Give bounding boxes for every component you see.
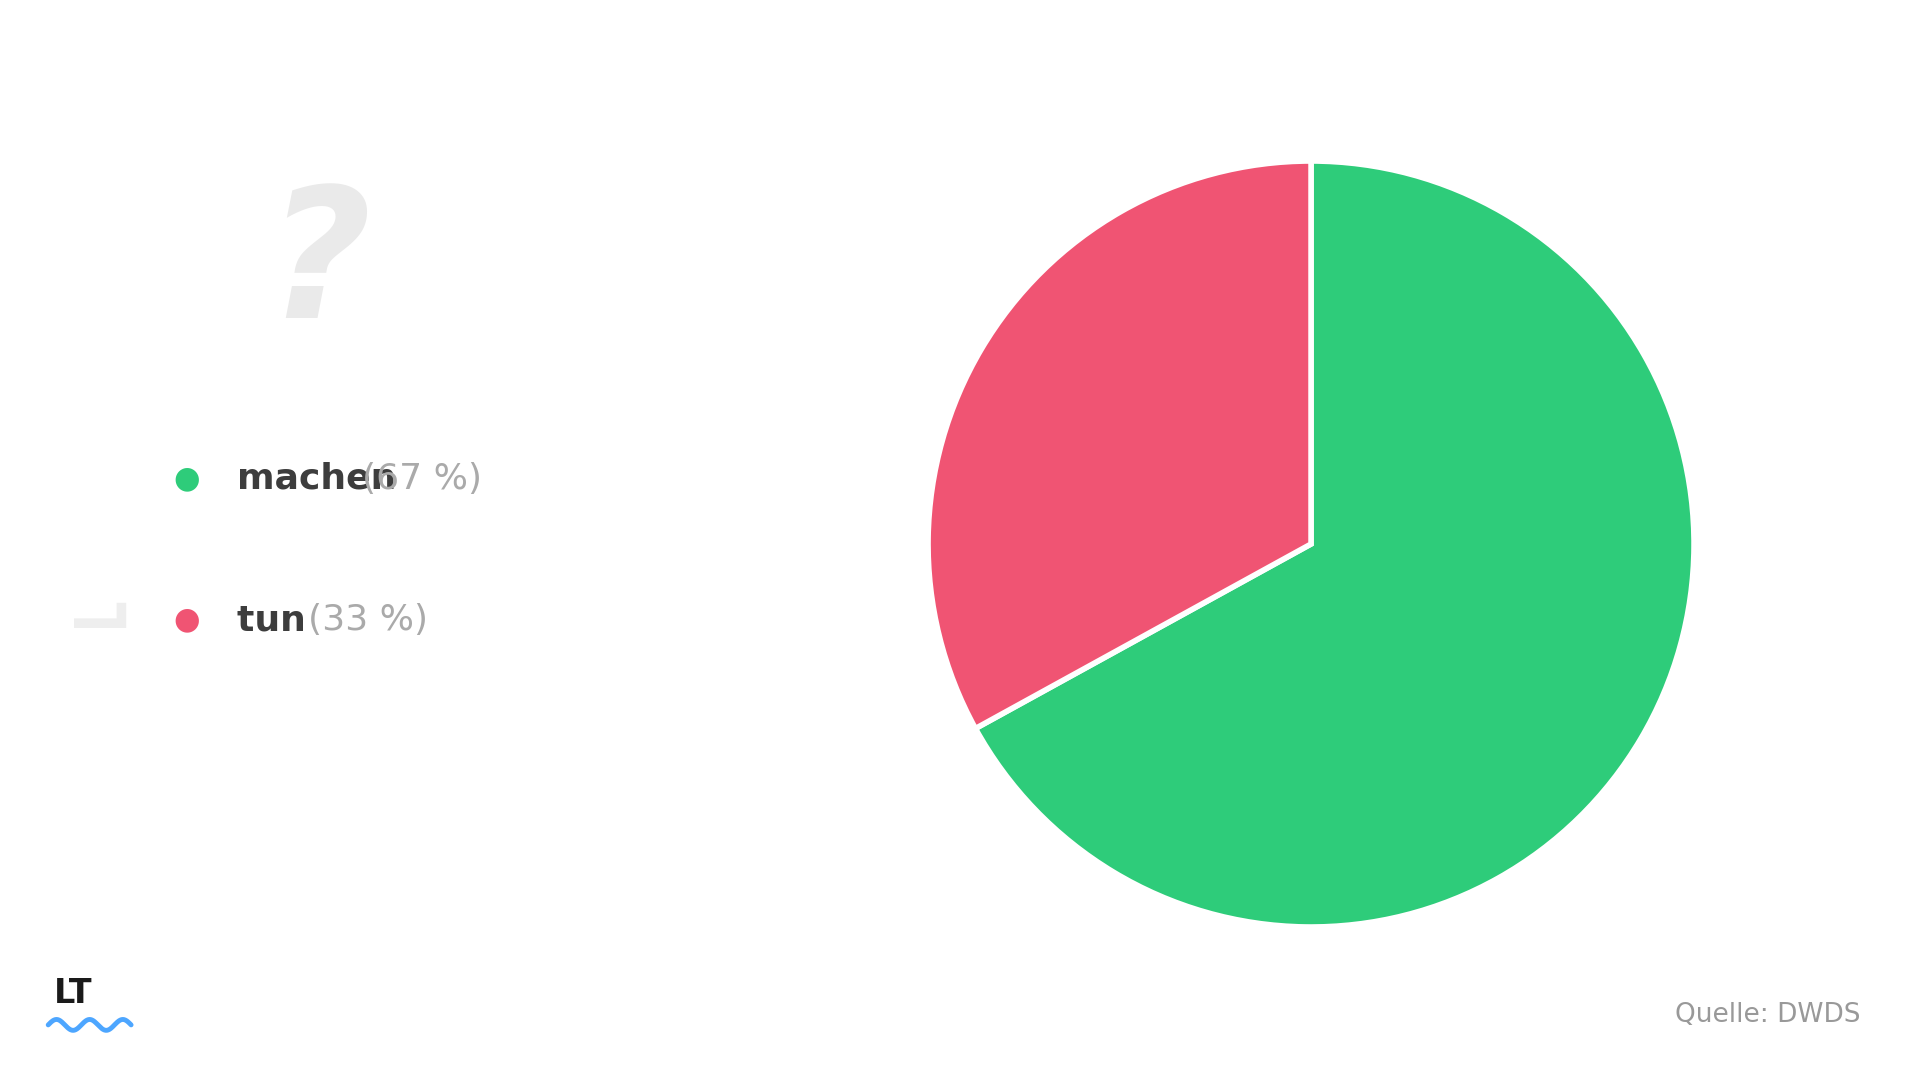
Text: (67 %): (67 %) [362, 461, 482, 496]
Text: ⌐: ⌐ [48, 572, 118, 653]
Text: ●: ● [174, 465, 201, 493]
Wedge shape [976, 161, 1695, 927]
Text: tun: tun [237, 603, 318, 638]
Wedge shape [927, 161, 1311, 729]
Text: Quelle: DWDS: Quelle: DWDS [1675, 1002, 1861, 1028]
Text: (33 %): (33 %) [308, 603, 428, 638]
Text: ?: ? [266, 180, 370, 356]
Text: LT: LT [54, 977, 93, 1010]
Text: ●: ● [174, 606, 201, 634]
Text: machen: machen [237, 461, 409, 496]
